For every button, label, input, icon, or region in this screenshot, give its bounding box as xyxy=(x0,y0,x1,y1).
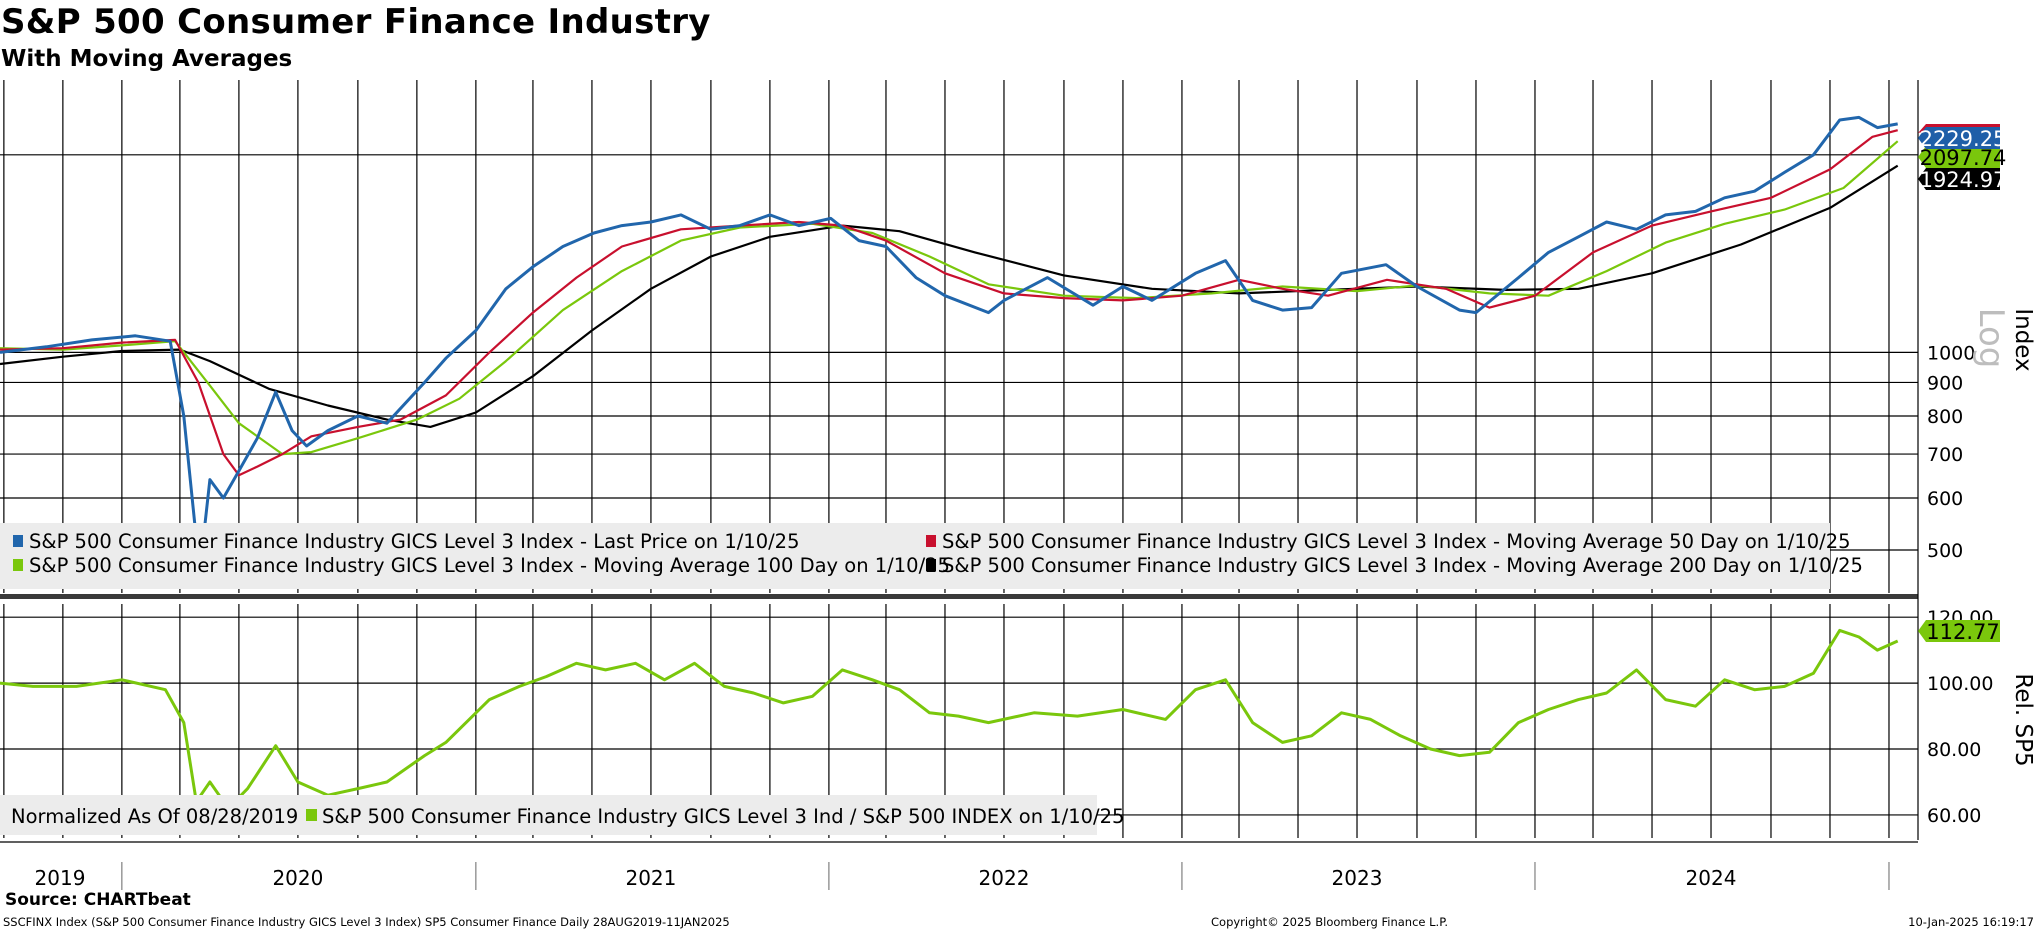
source-note: Source: CHARTbeat xyxy=(5,890,191,910)
series-line-moving-average xyxy=(0,129,1898,477)
last-value-tag: 2097.74 xyxy=(1920,146,2007,170)
y-tick-label: 600 xyxy=(1927,488,1963,510)
chart-title: S&P 500 Consumer Finance Industry xyxy=(1,2,711,42)
top-panel-legend: S&P 500 Consumer Finance Industry GICS L… xyxy=(0,523,1863,589)
panel-separator xyxy=(0,594,1918,599)
last-value-tag-bg xyxy=(1918,146,2000,168)
series-line-last-price xyxy=(0,115,1898,552)
y-tick-label: 60.00 xyxy=(1927,805,1981,827)
chart-subtitle: With Moving Averages xyxy=(1,46,293,72)
series-line-relative xyxy=(0,628,1899,810)
y-tick-label: 700 xyxy=(1927,444,1963,466)
top-panel-grid xyxy=(0,80,1918,593)
footer-security-description: SSCFINX Index (S&P 500 Consumer Finance … xyxy=(3,915,730,929)
y-axis-title: Rel. SP5 xyxy=(2010,673,2036,766)
legend-label: S&P 500 Consumer Finance Industry GICS L… xyxy=(942,530,1851,553)
legend-swatch xyxy=(926,535,936,547)
y-tick-label: 80.00 xyxy=(1927,739,1981,761)
x-tick-label: 2023 xyxy=(1332,866,1383,890)
bottom-panel-legend: Normalized As Of 08/28/2019 S&P 500 Consu… xyxy=(0,795,1124,835)
y-tick-label: 900 xyxy=(1927,372,1963,394)
y-tick-label: 1000 xyxy=(1927,342,1975,364)
x-tick-label: 2022 xyxy=(979,866,1030,890)
x-tick-label: 2021 xyxy=(625,866,676,890)
last-value-tag: 2229.25 xyxy=(1920,127,2007,151)
bottom-panel-series xyxy=(0,628,1899,810)
last-value-tag-bg xyxy=(1918,620,2000,642)
x-tick-label: 2020 xyxy=(272,866,323,890)
legend-label: S&P 500 Consumer Finance Industry GICS L… xyxy=(942,554,1863,577)
legend-box xyxy=(0,795,1097,835)
legend-swatch xyxy=(926,559,936,571)
series-line-moving-average xyxy=(0,164,1899,428)
last-value-tag: 112.77 xyxy=(1926,620,1999,644)
legend-swatch xyxy=(13,535,23,547)
legend-swatch xyxy=(13,559,23,571)
x-tick-label: 2024 xyxy=(1686,866,1737,890)
top-panel-series xyxy=(0,115,1899,552)
top-panel-y-ticks: 500 600 700 800 900 1000 xyxy=(1927,342,1975,562)
last-value-tag-bg xyxy=(1918,168,2000,190)
x-axis-year-labels: 2019 2020 2021 2022 2023 2024 xyxy=(35,862,1890,890)
legend-swatch xyxy=(306,809,317,821)
last-value-tag-bg xyxy=(1918,127,2000,149)
y-axis-title: Index xyxy=(2010,308,2036,371)
bottom-panel-grid xyxy=(0,80,1919,843)
legend-label: S&P 500 Consumer Finance Industry GICS L… xyxy=(322,805,1124,828)
y-tick-label: 100.00 xyxy=(1927,673,1993,695)
normalization-note: Normalized As Of 08/28/2019 xyxy=(11,805,298,828)
x-tick-label: 2019 xyxy=(35,866,86,890)
log-scale-label: Log xyxy=(1971,308,2011,369)
legend-label: S&P 500 Consumer Finance Industry GICS L… xyxy=(29,554,950,577)
legend-label: S&P 500 Consumer Finance Industry GICS L… xyxy=(29,530,800,553)
footer-copyright: Copyright© 2025 Bloomberg Finance L.P. xyxy=(1211,915,1448,929)
footer-timestamp: 10-Jan-2025 16:19:17 xyxy=(1908,915,2034,929)
last-value-tag: 1924.97 xyxy=(1920,168,2007,192)
legend-box xyxy=(0,523,1830,589)
y-tick-label: 800 xyxy=(1927,406,1963,428)
y-tick-label: 500 xyxy=(1927,540,1963,562)
